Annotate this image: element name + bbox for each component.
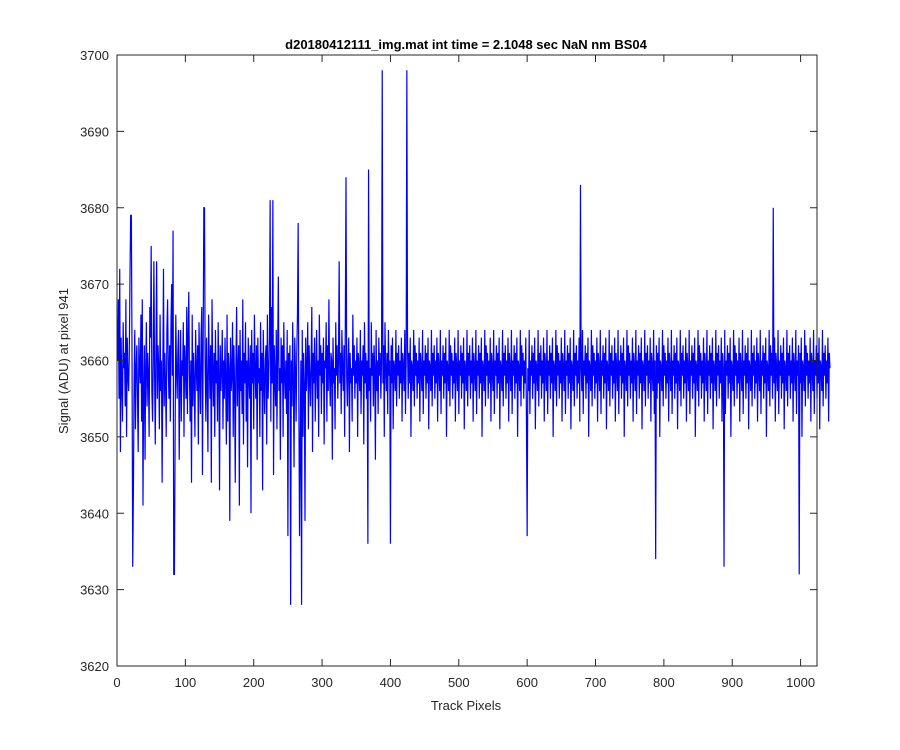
x-axis: 0 100 200 300 400 500 600 700 800 900 1000	[113, 55, 815, 690]
x-tick-label: 0	[113, 675, 120, 690]
plot-area	[116, 54, 831, 667]
x-tick-label: 600	[516, 675, 538, 690]
x-tick-label: 200	[243, 675, 265, 690]
y-tick-label: 3700	[80, 48, 109, 63]
y-tick-label: 3650	[80, 430, 109, 445]
x-tick-label: 900	[721, 675, 743, 690]
y-axis: 3620 3630 3640 3650 3660 3670 3680 3690 3700	[80, 48, 817, 674]
x-tick-label: 1000	[786, 675, 815, 690]
y-tick-label: 3670	[80, 277, 109, 292]
y-tick-label: 3640	[80, 506, 109, 521]
y-tick-label: 3680	[80, 201, 109, 216]
y-tick-label: 3690	[80, 124, 109, 139]
y-tick-label: 3660	[80, 354, 109, 369]
chart-title: d20180412111_img.mat int time = 2.1048 s…	[285, 37, 647, 52]
x-tick-label: 800	[653, 675, 675, 690]
y-tick-label: 3630	[80, 583, 109, 598]
x-axis-label: Track Pixels	[431, 698, 502, 713]
y-axis-label: Signal (ADU) at pixel 941	[56, 288, 71, 434]
y-tick-label: 3620	[80, 659, 109, 674]
x-tick-label: 100	[175, 675, 197, 690]
x-tick-label: 300	[311, 675, 333, 690]
x-tick-label: 400	[380, 675, 402, 690]
x-tick-label: 500	[448, 675, 470, 690]
series-line	[117, 70, 831, 605]
x-tick-label: 700	[585, 675, 607, 690]
